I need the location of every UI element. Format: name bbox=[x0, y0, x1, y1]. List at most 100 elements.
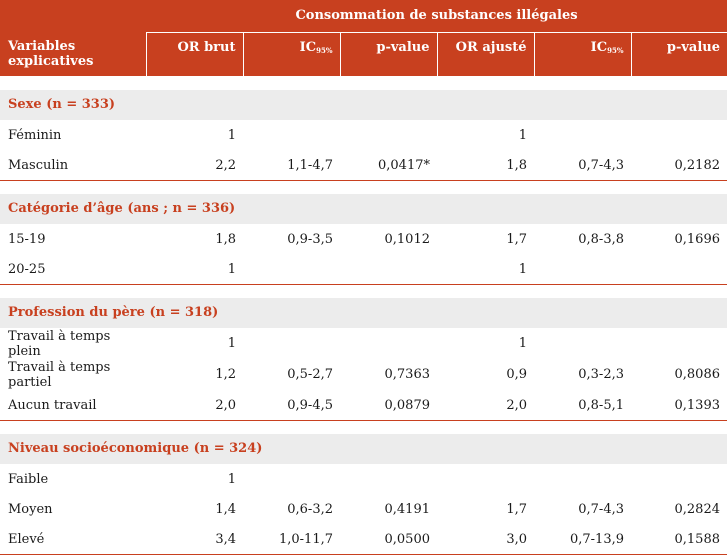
cell-p-ajuste bbox=[631, 464, 727, 495]
cell-ic-brut bbox=[243, 328, 340, 360]
cell-ic-ajuste bbox=[534, 464, 631, 495]
cell-p-brut: 0,1012 bbox=[340, 224, 437, 255]
table-row: Moyen 1,4 0,6-3,2 0,4191 1,7 0,7-4,3 0,2… bbox=[0, 494, 727, 525]
cell-or-brut: 1,2 bbox=[146, 359, 243, 391]
row-label: Féminin bbox=[0, 120, 146, 151]
row-label: Moyen bbox=[0, 494, 146, 525]
col-or-brut: OR brut bbox=[145, 32, 243, 76]
cell-ic-ajuste: 0,7-13,9 bbox=[534, 524, 631, 555]
cell-ic-ajuste: 0,8-5,1 bbox=[534, 390, 631, 421]
col-variables: Variables explicatives bbox=[0, 32, 146, 76]
cell-ic-ajuste bbox=[534, 254, 631, 285]
col-ic-brut-sub: 95% bbox=[316, 45, 333, 55]
row-label: 15-19 bbox=[0, 224, 146, 255]
row-label: Travail à temps plein bbox=[0, 328, 146, 360]
table-body: Sexe (n = 333) Féminin 1 1 Masculin 2,2 … bbox=[0, 76, 727, 555]
cell-ic-brut bbox=[243, 254, 340, 285]
cell-or-ajuste: 1 bbox=[437, 120, 534, 151]
cell-p-brut: 0,0417* bbox=[340, 150, 437, 181]
cell-or-ajuste: 1,8 bbox=[437, 150, 534, 181]
cell-p-brut bbox=[340, 120, 437, 151]
cell-p-brut: 0,0500 bbox=[340, 524, 437, 555]
col-variables-line1: Variables bbox=[8, 39, 76, 54]
cell-p-ajuste bbox=[631, 120, 727, 151]
table-row: Faible 1 bbox=[0, 464, 727, 495]
section-title: Catégorie d’âge (ans ; n = 336) bbox=[0, 194, 727, 225]
row-label: Aucun travail bbox=[0, 390, 146, 421]
table-row: Masculin 2,2 1,1-4,7 0,0417* 1,8 0,7-4,3… bbox=[0, 150, 727, 181]
table-row: Elevé 3,4 1,0-11,7 0,0500 3,0 0,7-13,9 0… bbox=[0, 524, 727, 555]
table-row: Travail à temps plein 1 1 bbox=[0, 328, 727, 360]
cell-p-brut bbox=[340, 464, 437, 495]
section-title: Niveau socioéconomique (n = 324) bbox=[0, 434, 727, 465]
cell-or-brut: 1 bbox=[146, 464, 243, 495]
cell-ic-brut bbox=[243, 120, 340, 151]
cell-p-ajuste: 0,1393 bbox=[631, 390, 727, 421]
col-ic-brut-base: IC bbox=[299, 39, 317, 55]
cell-or-brut: 1 bbox=[146, 254, 243, 285]
header-blank bbox=[0, 0, 146, 32]
cell-ic-brut: 0,5-2,7 bbox=[243, 359, 340, 391]
cell-ic-ajuste: 0,3-2,3 bbox=[534, 359, 631, 391]
cell-p-ajuste: 0,1696 bbox=[631, 224, 727, 255]
cell-ic-brut bbox=[243, 464, 340, 495]
cell-ic-ajuste: 0,8-3,8 bbox=[534, 224, 631, 255]
table-row: 15-19 1,8 0,9-3,5 0,1012 1,7 0,8-3,8 0,1… bbox=[0, 224, 727, 255]
cell-or-ajuste: 3,0 bbox=[437, 524, 534, 555]
row-label: Travail à temps partiel bbox=[0, 359, 146, 391]
cell-or-ajuste: 1 bbox=[437, 328, 534, 360]
cell-p-brut: 0,4191 bbox=[340, 494, 437, 525]
row-label: Faible bbox=[0, 464, 146, 495]
cell-or-brut: 3,4 bbox=[146, 524, 243, 555]
cell-or-brut: 2,2 bbox=[146, 150, 243, 181]
cell-ic-brut: 0,9-4,5 bbox=[243, 390, 340, 421]
cell-p-ajuste: 0,2182 bbox=[631, 150, 727, 181]
cell-p-ajuste: 0,8086 bbox=[631, 359, 727, 391]
col-variables-line2: explicatives bbox=[8, 54, 94, 69]
group-title: Consommation de substances illégales bbox=[146, 0, 727, 33]
col-p-value-ajuste: p-value bbox=[630, 32, 727, 76]
cell-p-ajuste bbox=[631, 254, 727, 285]
section-title: Profession du père (n = 318) bbox=[0, 298, 727, 329]
cell-p-ajuste: 0,2824 bbox=[631, 494, 727, 525]
cell-p-brut: 0,0879 bbox=[340, 390, 437, 421]
cell-p-ajuste bbox=[631, 328, 727, 360]
col-p-value-brut: p-value bbox=[339, 32, 437, 76]
cell-ic-ajuste: 0,7-4,3 bbox=[534, 150, 631, 181]
cell-or-ajuste bbox=[437, 464, 534, 495]
col-ic-brut: IC95% bbox=[242, 32, 340, 76]
col-ic-ajuste-sub: 95% bbox=[607, 45, 624, 55]
cell-or-ajuste: 1,7 bbox=[437, 224, 534, 255]
cell-or-ajuste: 0,9 bbox=[437, 359, 534, 391]
cell-or-ajuste: 1 bbox=[437, 254, 534, 285]
cell-p-brut bbox=[340, 328, 437, 360]
table-row: 20-25 1 1 bbox=[0, 254, 727, 285]
row-label: Masculin bbox=[0, 150, 146, 181]
section-title: Sexe (n = 333) bbox=[0, 90, 727, 121]
cell-or-brut: 2,0 bbox=[146, 390, 243, 421]
cell-or-ajuste: 1,7 bbox=[437, 494, 534, 525]
cell-ic-brut: 1,0-11,7 bbox=[243, 524, 340, 555]
cell-ic-brut: 0,6-3,2 bbox=[243, 494, 340, 525]
cell-or-brut: 1,8 bbox=[146, 224, 243, 255]
cell-ic-brut: 0,9-3,5 bbox=[243, 224, 340, 255]
cell-p-brut bbox=[340, 254, 437, 285]
cell-ic-brut: 1,1-4,7 bbox=[243, 150, 340, 181]
cell-ic-ajuste: 0,7-4,3 bbox=[534, 494, 631, 525]
table-row: Travail à temps partiel 1,2 0,5-2,7 0,73… bbox=[0, 359, 727, 391]
table-row: Féminin 1 1 bbox=[0, 120, 727, 151]
cell-or-brut: 1,4 bbox=[146, 494, 243, 525]
cell-p-ajuste: 0,1588 bbox=[631, 524, 727, 555]
cell-ic-ajuste bbox=[534, 120, 631, 151]
table-row: Aucun travail 2,0 0,9-4,5 0,0879 2,0 0,8… bbox=[0, 390, 727, 421]
col-ic-ajuste: IC95% bbox=[533, 32, 631, 76]
row-label: 20-25 bbox=[0, 254, 146, 285]
cell-p-brut: 0,7363 bbox=[340, 359, 437, 391]
cell-or-brut: 1 bbox=[146, 328, 243, 360]
col-or-ajuste: OR ajusté bbox=[436, 32, 534, 76]
cell-ic-ajuste bbox=[534, 328, 631, 360]
col-ic-ajuste-base: IC bbox=[590, 39, 608, 55]
cell-or-ajuste: 2,0 bbox=[437, 390, 534, 421]
table-header: Consommation de substances illégales Var… bbox=[0, 0, 727, 76]
